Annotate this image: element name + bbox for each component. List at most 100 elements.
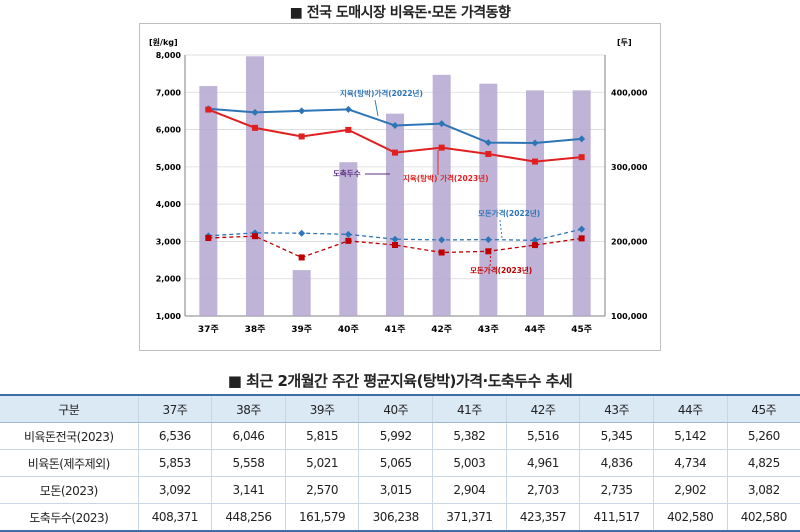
table-cell: 161,579	[284, 503, 359, 532]
table-cell: 5,142	[652, 422, 728, 450]
table-cell: 371,371	[432, 503, 507, 532]
line-point	[252, 233, 258, 240]
line-point	[531, 236, 539, 244]
table-cell: 4,836	[579, 449, 654, 477]
line-point	[205, 106, 212, 113]
x-tick-label: 39주	[291, 324, 312, 335]
table-cell: 402,580	[652, 503, 728, 532]
y-left-tick-label: 7,000	[156, 88, 182, 97]
line-point	[392, 242, 398, 249]
row-label: 비육돈전국(2023)	[0, 422, 139, 450]
table-cell: 3,141	[211, 476, 286, 504]
line-point	[438, 236, 446, 244]
bar	[292, 270, 311, 316]
table-cell: 3,082	[726, 476, 800, 504]
line-point	[345, 237, 352, 244]
table-cell: 408,371	[137, 503, 212, 532]
table-row: 모돈(2023) 3,092 3,141 2,570 3,015 2,904 2,703 2,…	[0, 476, 800, 504]
table-cell: 402,580	[726, 503, 800, 532]
chart-frame	[139, 23, 661, 351]
table-header-week: 39주	[284, 394, 359, 423]
annotation-label: 지육(탕박) 가격(2023년)	[403, 173, 489, 183]
table-cell: 5,345	[579, 422, 654, 450]
x-tick-label: 40주	[338, 324, 359, 335]
x-tick-label: 41주	[385, 324, 406, 335]
table-cell: 411,517	[579, 503, 654, 532]
y-left-tick-label: 4,000	[156, 200, 182, 209]
bar	[432, 74, 451, 316]
row-label: 모돈(2023)	[0, 476, 139, 504]
y-left-tick-label: 3,000	[156, 237, 182, 246]
line-point	[438, 144, 445, 151]
table-cell: 5,853	[137, 449, 212, 477]
y-left-tick-label: 8,000	[156, 51, 182, 60]
bar	[526, 90, 544, 316]
line-point	[532, 242, 538, 249]
series-line	[208, 235, 582, 259]
table-cell: 5,516	[505, 422, 580, 450]
chart-title: ■ 전국 도매시장 비육돈·모돈 가격동향	[289, 5, 511, 21]
line-point	[578, 235, 585, 242]
bar	[246, 56, 264, 316]
line-point	[391, 121, 399, 129]
table-cell: 6,536	[137, 422, 212, 450]
table-cell: 5,558	[211, 449, 286, 477]
annotation-label: 도축두수	[333, 168, 361, 178]
table-row: 비육돈전국(2023) 6,536 6,046 5,815 5,992 5,382 5,51…	[0, 422, 800, 450]
table-cell: 5,065	[358, 449, 433, 477]
table-cell: 2,735	[579, 476, 654, 504]
table-cell: 5,003	[432, 449, 507, 477]
annotation-arrow	[499, 219, 503, 239]
table-cell: 5,260	[726, 422, 800, 450]
table-cell: 4,734	[652, 449, 728, 477]
row-label: 비육돈(제주제외)	[0, 449, 139, 477]
table-header-week: 42주	[505, 394, 580, 423]
table-cell: 2,703	[505, 476, 580, 504]
y-right-unit: [두]	[617, 38, 632, 47]
line-point	[578, 154, 585, 161]
series-line	[208, 228, 582, 241]
line-point	[438, 120, 446, 128]
line-point	[484, 236, 492, 244]
line-point	[252, 124, 258, 131]
y-right-tick-label: 300,000	[611, 163, 648, 172]
x-tick-label: 45주	[571, 324, 592, 335]
line-point	[485, 150, 492, 157]
table-header-week: 37주	[137, 394, 212, 423]
y-left-tick-label: 5,000	[156, 163, 182, 172]
table-cell: 448,256	[211, 503, 286, 532]
table-cell: 2,902	[652, 476, 728, 504]
annotation-label: 지육(탕박)가격(2022년)	[340, 88, 423, 98]
line-point	[298, 229, 306, 237]
table-cell: 5,382	[432, 422, 507, 450]
y-left-tick-label: 2,000	[156, 275, 182, 284]
line-point	[578, 225, 586, 233]
line-point	[298, 133, 305, 140]
table-row: 비육돈(제주제외) 5,853 5,558 5,021 5,065 5,003 4,961 4…	[0, 449, 800, 477]
line-point	[438, 249, 445, 256]
table-header-week: 41주	[432, 394, 507, 423]
table-cell: 5,021	[284, 449, 359, 477]
y-left-tick-label: 1,000	[156, 312, 182, 321]
bar	[199, 86, 218, 317]
annotation-label: 모돈가격(2023년)	[470, 265, 532, 275]
table-header-week: 43주	[579, 394, 654, 423]
table-cell: 5,992	[358, 422, 433, 450]
table-header-week: 45주	[726, 394, 800, 423]
table-cell: 3,015	[358, 476, 433, 504]
x-tick-label: 42주	[431, 324, 452, 335]
line-point	[484, 139, 492, 147]
table-header-label: 구분	[0, 394, 139, 423]
annotation-arrow	[489, 247, 492, 267]
table-row: 도축두수(2023) 408,371 448,256 161,579 306,238 37…	[0, 503, 800, 532]
table-title: ■ 최근 2개월간 주간 평균지육(탕박)가격·도축두수 추세	[227, 372, 573, 390]
line-point	[251, 108, 259, 116]
bar	[479, 83, 498, 316]
x-tick-label: 38주	[245, 324, 266, 335]
table-cell: 2,570	[284, 476, 359, 504]
y-right-tick-label: 400,000	[611, 88, 648, 97]
line-point	[392, 149, 398, 156]
x-tick-label: 43주	[478, 324, 499, 335]
line-point	[298, 107, 306, 115]
y-right-tick-label: 200,000	[611, 237, 648, 246]
